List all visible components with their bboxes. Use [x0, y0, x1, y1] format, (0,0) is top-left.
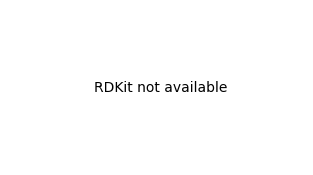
Text: RDKit not available: RDKit not available — [94, 81, 227, 95]
